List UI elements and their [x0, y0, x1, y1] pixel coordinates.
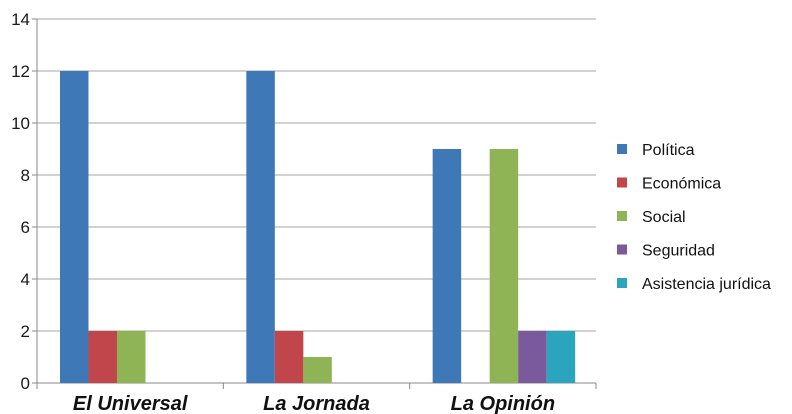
y-tick-label: 8 — [21, 166, 30, 185]
bar-politica-la-opinion — [432, 149, 462, 383]
legend-swatch-economica — [617, 177, 627, 188]
y-tick-label: 14 — [11, 10, 30, 29]
bar-social-la-jornada — [303, 357, 332, 383]
legend-label-politica: Política — [642, 142, 695, 159]
bars — [60, 71, 576, 383]
bar-social-la-opinion — [489, 149, 519, 383]
legend-label-social: Social — [642, 209, 686, 226]
bar-social-el-universal — [117, 331, 146, 383]
legend-label-asistencia-juridica: Asistencia jurídica — [642, 276, 771, 293]
bar-asistencia-juridica-la-opinion — [546, 331, 576, 383]
bar-seguridad-la-opinion — [518, 331, 547, 383]
legend-label-economica: Económica — [642, 176, 721, 193]
y-tick-label: 4 — [21, 270, 30, 289]
legend-swatch-social — [617, 211, 627, 221]
legend-swatch-asistencia-juridica — [617, 278, 627, 288]
legend: Política Económica Social Seguridad Asistenc… — [617, 142, 771, 293]
y-tick-label: 12 — [11, 62, 30, 81]
legend-swatch-seguridad — [617, 244, 627, 255]
y-tick-label: 10 — [11, 114, 30, 133]
bar-politica-el-universal — [60, 71, 89, 383]
x-category-label: La Jornada — [263, 393, 370, 414]
legend-label-seguridad: Seguridad — [642, 243, 715, 260]
bar-economica-el-universal — [88, 331, 117, 383]
y-tick-label: 0 — [21, 374, 30, 393]
y-tick-label: 6 — [21, 218, 30, 237]
bar-economica-la-jornada — [274, 331, 304, 383]
x-category-label: El Universal — [73, 393, 188, 414]
y-tick-label: 2 — [21, 322, 30, 341]
legend-swatch-politica — [617, 144, 627, 154]
y-tick-labels: 0 2 4 6 8 10 12 14 — [11, 10, 30, 393]
gridlines — [37, 18, 596, 332]
x-category-label: La Opinión — [451, 393, 555, 414]
x-category-labels: El Universal La Jornada La Opinión — [73, 393, 555, 414]
bar-politica-la-jornada — [246, 71, 275, 383]
